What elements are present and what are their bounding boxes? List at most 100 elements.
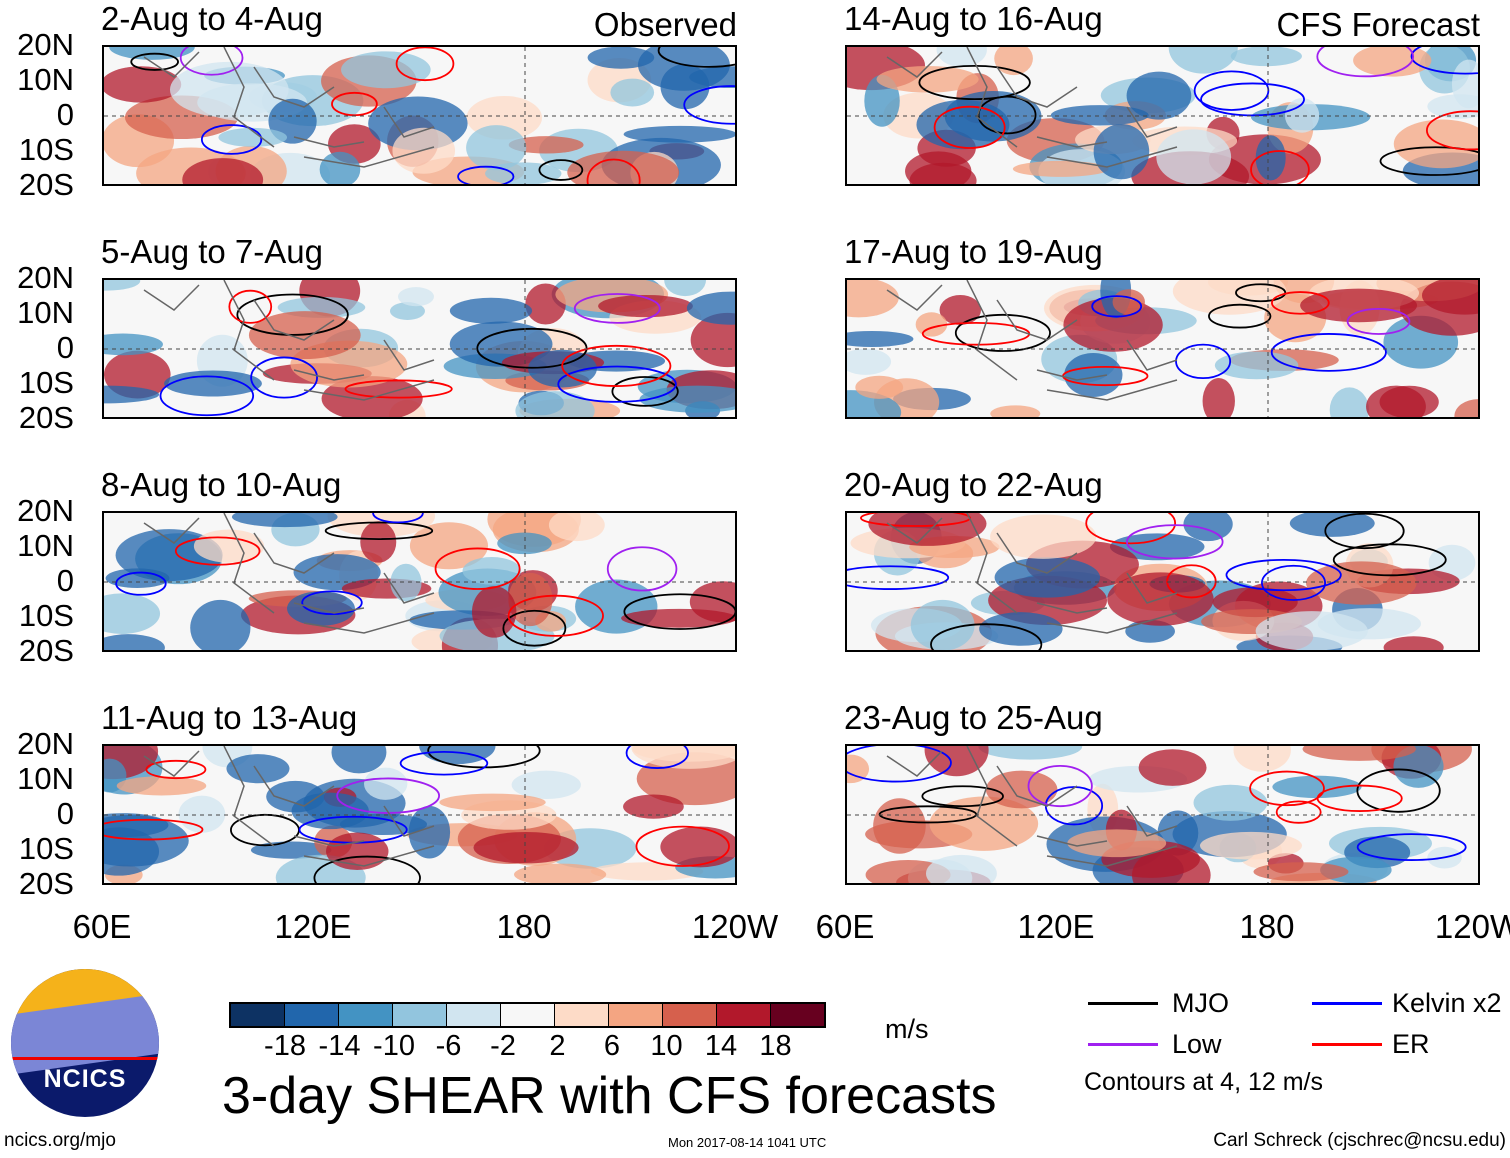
wave-contour [236, 293, 349, 336]
colorbar-label: 18 [759, 1030, 792, 1062]
wave-contour [847, 565, 950, 590]
shear-anomaly-blob [116, 776, 207, 796]
wave-contour [1085, 513, 1177, 545]
wave-contour [561, 344, 672, 387]
shear-anomaly-blob [104, 814, 189, 867]
ncics-logo: NCICS [11, 969, 159, 1117]
shear-anomaly-blob [1050, 105, 1149, 126]
panel-title: 11-Aug to 13-Aug [101, 699, 358, 736]
panel-title: 5-Aug to 7-Aug [101, 233, 323, 270]
colorbar-label: -14 [318, 1030, 361, 1062]
wave-contour [1166, 564, 1217, 599]
shear-anomaly-blob [1230, 47, 1302, 67]
shear-anomaly-blob [1454, 399, 1478, 417]
shear-anomaly-blob [319, 151, 361, 184]
legend-low-line [1088, 1043, 1158, 1046]
y-tick-label: 20N [17, 260, 74, 295]
shear-anomaly-blob [1253, 862, 1349, 882]
y-tick-label: 20S [18, 400, 74, 435]
wave-contour [921, 785, 1004, 808]
shear-anomaly-blob [1109, 533, 1205, 561]
shear-anomaly-blob [408, 805, 451, 859]
figure-title: 3-day SHEAR with CFS forecasts [222, 1067, 997, 1125]
shear-anomaly-blob [637, 47, 730, 91]
wave-contour [301, 590, 363, 615]
footer-url[interactable]: ncics.org/mjo [4, 1130, 116, 1151]
shear-anomaly-blob [632, 746, 735, 762]
wave-contour [878, 805, 978, 824]
shear-anomaly-blob [847, 280, 899, 318]
wave-contour [115, 571, 167, 596]
shear-anomaly-blob [936, 47, 987, 67]
shear-anomaly-blob [439, 793, 546, 812]
shear-anomaly-blob [1212, 587, 1298, 618]
shear-anomaly-blob [1233, 746, 1291, 772]
map-panel [845, 744, 1480, 885]
wave-contour [1356, 768, 1441, 813]
colorbar-label: 10 [650, 1030, 683, 1062]
wave-contour [250, 356, 318, 399]
wave-contour [538, 159, 584, 181]
x-tick-label: 180 [1239, 908, 1295, 945]
coastline [143, 47, 435, 168]
y-tick-label: 10N [17, 295, 74, 330]
wave-contour [1316, 47, 1415, 78]
wave-contour [586, 158, 641, 184]
shear-anomaly-blob [1422, 280, 1478, 315]
map-panel [845, 511, 1480, 652]
x-tick-label: 120W [1434, 908, 1510, 945]
y-tick-label: 20N [17, 726, 74, 761]
shear-anomaly-blob [910, 599, 975, 650]
shear-anomaly-blob [466, 125, 527, 171]
shear-anomaly-blob [1214, 351, 1299, 380]
wave-contour [1175, 343, 1232, 380]
shear-anomaly-blob [398, 287, 434, 307]
shear-anomaly-blob [855, 375, 904, 399]
x-tick-label: 120W [691, 908, 779, 945]
y-tick-label: 10S [18, 598, 74, 633]
footer-timestamp: Mon 2017-08-14 1041 UTC [668, 1135, 827, 1150]
wave-contour [104, 818, 204, 841]
panel-title: 23-Aug to 25-Aug [844, 699, 1103, 736]
shear-anomaly-blob [508, 136, 584, 154]
x-tick-label: 120E [1017, 908, 1095, 945]
shear-anomaly-blob [514, 863, 607, 883]
shear-anomaly-blob [847, 348, 892, 375]
wave-contour [179, 47, 244, 76]
shear-anomaly-blob [929, 796, 1039, 851]
shear-anomaly-blob [390, 563, 422, 602]
shear-anomaly-blob [994, 557, 1101, 598]
shear-anomaly-blob [449, 297, 533, 324]
shear-anomaly-blob [905, 151, 972, 184]
wave-contour [1208, 303, 1272, 329]
wave-contour [324, 521, 434, 540]
shear-anomaly-blob [1284, 98, 1320, 133]
wave-contour [1249, 770, 1325, 807]
coastline [143, 513, 435, 634]
wave-contour [395, 47, 455, 82]
shear-anomaly-blob [1067, 829, 1167, 858]
shear-anomaly-blob [1012, 160, 1109, 177]
shear-anomaly-blob [104, 385, 160, 404]
legend-low: Low [1172, 1029, 1222, 1059]
wave-contour [683, 85, 735, 125]
legend-mjo: MJO [1172, 988, 1229, 1018]
shear-anomaly-blob [462, 557, 522, 585]
panel-source-tag: CFS Forecast [1276, 6, 1480, 43]
wave-contour [1271, 291, 1330, 315]
shear-anomaly-blob [104, 634, 165, 650]
wave-contour [1270, 333, 1387, 372]
shear-anomaly-blob [1300, 288, 1418, 323]
wave-contour [657, 47, 735, 68]
wave-contour [1324, 513, 1405, 550]
wave-contour [847, 746, 952, 783]
shear-anomaly-blob [1193, 784, 1268, 821]
panel-title: 17-Aug to 19-Aug [844, 233, 1103, 270]
shear-anomaly-blob [291, 792, 369, 830]
x-tick-label: 180 [496, 908, 552, 945]
wave-contour [623, 593, 735, 630]
wave-contour [1091, 295, 1143, 318]
shear-anomaly-blob [660, 826, 735, 868]
shear-anomaly-blob [548, 513, 605, 542]
wave-contour [130, 52, 179, 71]
